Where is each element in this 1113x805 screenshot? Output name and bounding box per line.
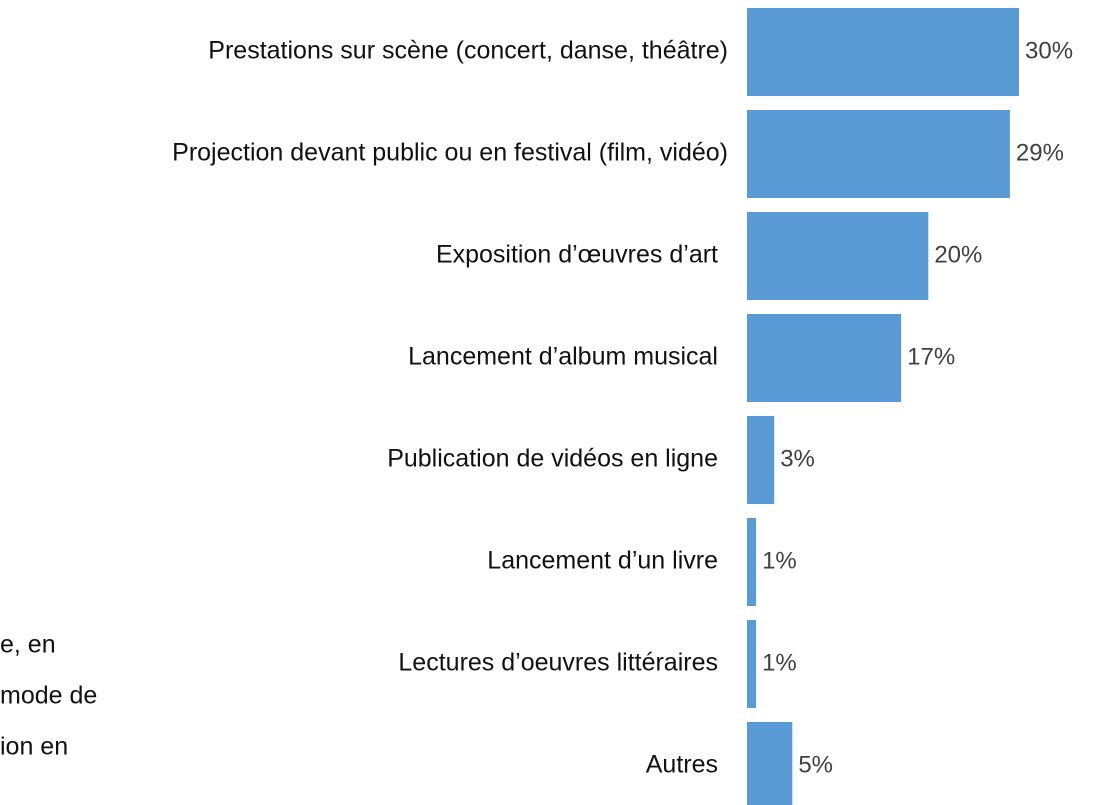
value-label: 30% [1025, 37, 1073, 64]
bar [747, 212, 929, 300]
category-label: Projection devant public ou en festival … [172, 139, 728, 167]
bar [747, 722, 793, 805]
category-label: Publication de vidéos en ligne [387, 445, 718, 473]
bar [747, 416, 775, 504]
bar [747, 110, 1010, 198]
bar [747, 620, 757, 708]
value-label: 17% [907, 343, 955, 370]
bar [747, 518, 757, 606]
category-label: Autres [646, 751, 718, 779]
bar [747, 8, 1019, 96]
value-label: 20% [934, 241, 982, 268]
value-label: 29% [1016, 139, 1064, 166]
value-label: 5% [798, 751, 833, 778]
annotation: e, en [0, 631, 56, 659]
value-label: 1% [762, 649, 797, 676]
category-label: Exposition d’œuvres d’art [436, 241, 718, 269]
annotation: mode de [0, 682, 97, 710]
category-label: Prestations sur scène (concert, danse, t… [208, 37, 728, 65]
category-label: Lancement d’album musical [408, 343, 718, 371]
annotation: ion en [0, 733, 68, 761]
category-label: Lectures d’oeuvres littéraires [398, 649, 718, 677]
category-label: Lancement d’un livre [487, 547, 718, 575]
bar [747, 314, 902, 402]
value-label: 3% [780, 445, 815, 472]
value-label: 1% [762, 547, 797, 574]
